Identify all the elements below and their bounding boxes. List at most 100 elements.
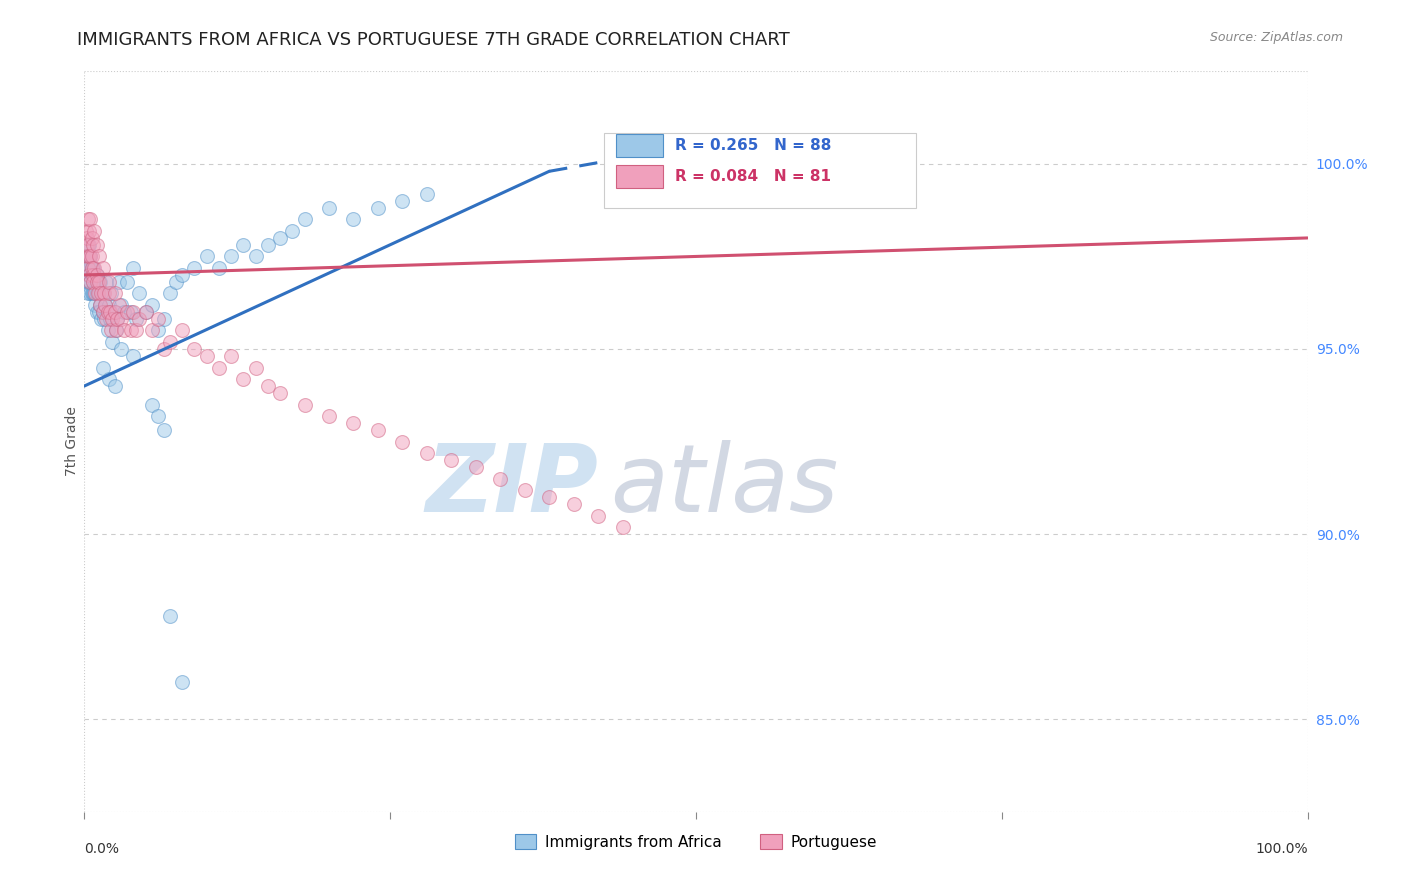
Point: [80, 286, 103, 301]
Point: [83, 223, 105, 237]
Point: [120, 305, 142, 319]
Point: [82, 268, 104, 282]
Point: [97, 371, 120, 385]
Point: [342, 416, 364, 430]
Point: [105, 312, 128, 326]
Point: [562, 498, 585, 512]
Point: [98, 312, 121, 326]
Point: [391, 434, 413, 449]
Point: [89, 297, 111, 311]
Point: [416, 186, 439, 201]
Point: [77, 238, 100, 252]
Point: [77, 238, 100, 252]
Point: [122, 350, 145, 364]
Point: [586, 508, 609, 523]
Point: [91, 305, 114, 319]
Point: [105, 324, 128, 338]
Point: [91, 260, 114, 275]
Point: [183, 260, 205, 275]
Point: [79, 250, 101, 264]
Point: [110, 342, 132, 356]
Point: [100, 324, 122, 338]
Point: [82, 276, 104, 290]
Point: [110, 297, 132, 311]
Point: [77, 250, 100, 264]
Point: [86, 268, 108, 282]
Point: [513, 483, 536, 497]
Point: [135, 305, 157, 319]
Point: [75, 223, 97, 237]
Point: [318, 409, 340, 423]
Text: atlas: atlas: [610, 441, 838, 532]
Point: [83, 286, 105, 301]
Point: [84, 276, 107, 290]
Text: 100.0%: 100.0%: [1256, 842, 1308, 856]
Point: [97, 286, 120, 301]
Point: [82, 260, 104, 275]
Point: [245, 360, 267, 375]
Point: [91, 360, 114, 375]
Point: [208, 360, 231, 375]
Point: [172, 324, 194, 338]
Point: [115, 305, 138, 319]
Point: [101, 334, 124, 349]
Point: [367, 202, 389, 216]
Point: [86, 238, 108, 252]
Point: [75, 250, 97, 264]
Point: [367, 424, 389, 438]
Point: [141, 397, 163, 411]
Point: [97, 276, 120, 290]
Point: [87, 305, 110, 319]
Point: [84, 297, 107, 311]
Point: [93, 286, 115, 301]
Point: [87, 276, 110, 290]
Point: [77, 212, 100, 227]
Point: [489, 471, 512, 485]
Point: [79, 286, 101, 301]
Point: [104, 305, 127, 319]
Point: [79, 276, 101, 290]
Point: [128, 312, 150, 326]
Point: [195, 350, 218, 364]
Point: [80, 260, 103, 275]
Point: [391, 194, 413, 208]
Point: [104, 305, 127, 319]
Point: [104, 286, 127, 301]
Text: IMMIGRANTS FROM AFRICA VS PORTUGUESE 7TH GRADE CORRELATION CHART: IMMIGRANTS FROM AFRICA VS PORTUGUESE 7TH…: [77, 31, 790, 49]
Point: [294, 397, 316, 411]
Point: [87, 250, 110, 264]
Point: [90, 312, 112, 326]
Point: [77, 268, 100, 282]
Point: [208, 260, 231, 275]
Point: [104, 379, 127, 393]
Point: [77, 250, 100, 264]
Point: [128, 286, 150, 301]
Point: [141, 297, 163, 311]
Point: [257, 238, 280, 252]
Point: [80, 250, 103, 264]
Point: [146, 324, 169, 338]
Point: [90, 286, 112, 301]
Point: [159, 334, 181, 349]
Text: R = 0.084   N = 81: R = 0.084 N = 81: [675, 169, 831, 184]
Point: [318, 202, 340, 216]
Point: [77, 268, 100, 282]
Point: [76, 238, 98, 252]
Point: [153, 342, 176, 356]
Point: [91, 286, 114, 301]
Point: [86, 286, 108, 301]
Point: [269, 231, 291, 245]
Point: [79, 250, 101, 264]
Text: R = 0.265   N = 88: R = 0.265 N = 88: [675, 138, 831, 153]
Point: [83, 260, 105, 275]
Point: [195, 250, 218, 264]
Point: [120, 324, 142, 338]
Point: [77, 286, 100, 301]
Point: [294, 212, 316, 227]
Point: [159, 608, 181, 623]
FancyBboxPatch shape: [616, 135, 664, 156]
Point: [172, 675, 194, 690]
Point: [97, 297, 120, 311]
Point: [146, 312, 169, 326]
Point: [122, 305, 145, 319]
